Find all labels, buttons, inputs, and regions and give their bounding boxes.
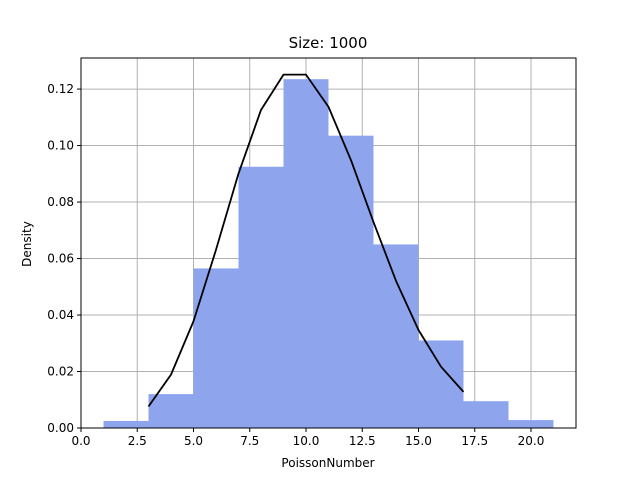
y-tick-label-1: 0.02 [47, 365, 74, 379]
x-tick-label-6: 15.0 [405, 434, 432, 448]
histogram-bar-0 [103, 420, 149, 428]
density-curve-line [147, 73, 465, 408]
histogram-bar-9 [508, 420, 554, 428]
histogram-bar-1 [148, 394, 194, 428]
y-tick-label-2: 0.04 [47, 308, 74, 322]
x-axis-ticks: 0.0 2.5 5.0 7.5 10.0 12.5 15.0 17.5 20.0 [71, 428, 544, 448]
x-tick-label-5: 12.5 [349, 434, 376, 448]
histogram-bar-2 [193, 268, 239, 428]
x-tick-label-8: 20.0 [518, 434, 545, 448]
y-axis-label: Density [20, 221, 34, 267]
histogram-bars [103, 79, 554, 429]
x-axis-label: PoissonNumber [281, 456, 374, 470]
histogram-bar-8 [463, 401, 509, 428]
y-tick-label-0: 0.00 [47, 421, 74, 435]
x-tick-label-4: 10.0 [293, 434, 320, 448]
chart-title: Size: 1000 [289, 34, 368, 52]
y-tick-label-5: 0.10 [47, 139, 74, 153]
y-tick-label-3: 0.06 [47, 252, 74, 266]
x-tick-label-1: 2.5 [128, 434, 147, 448]
histogram-bar-3 [238, 166, 284, 428]
histogram-bar-5 [328, 135, 374, 428]
density-curve [147, 73, 465, 408]
y-tick-label-6: 0.12 [47, 82, 74, 96]
x-tick-label-0: 0.0 [71, 434, 90, 448]
y-tick-label-4: 0.08 [47, 195, 74, 209]
x-tick-label-7: 17.5 [461, 434, 488, 448]
y-axis-ticks: 0.00 0.02 0.04 0.06 0.08 0.10 0.12 [47, 82, 81, 435]
histogram-bar-6 [373, 244, 419, 428]
x-tick-label-2: 5.0 [184, 434, 203, 448]
histogram-bar-4 [283, 79, 329, 429]
plot-frame [80, 57, 577, 429]
x-tick-label-3: 7.5 [240, 434, 259, 448]
